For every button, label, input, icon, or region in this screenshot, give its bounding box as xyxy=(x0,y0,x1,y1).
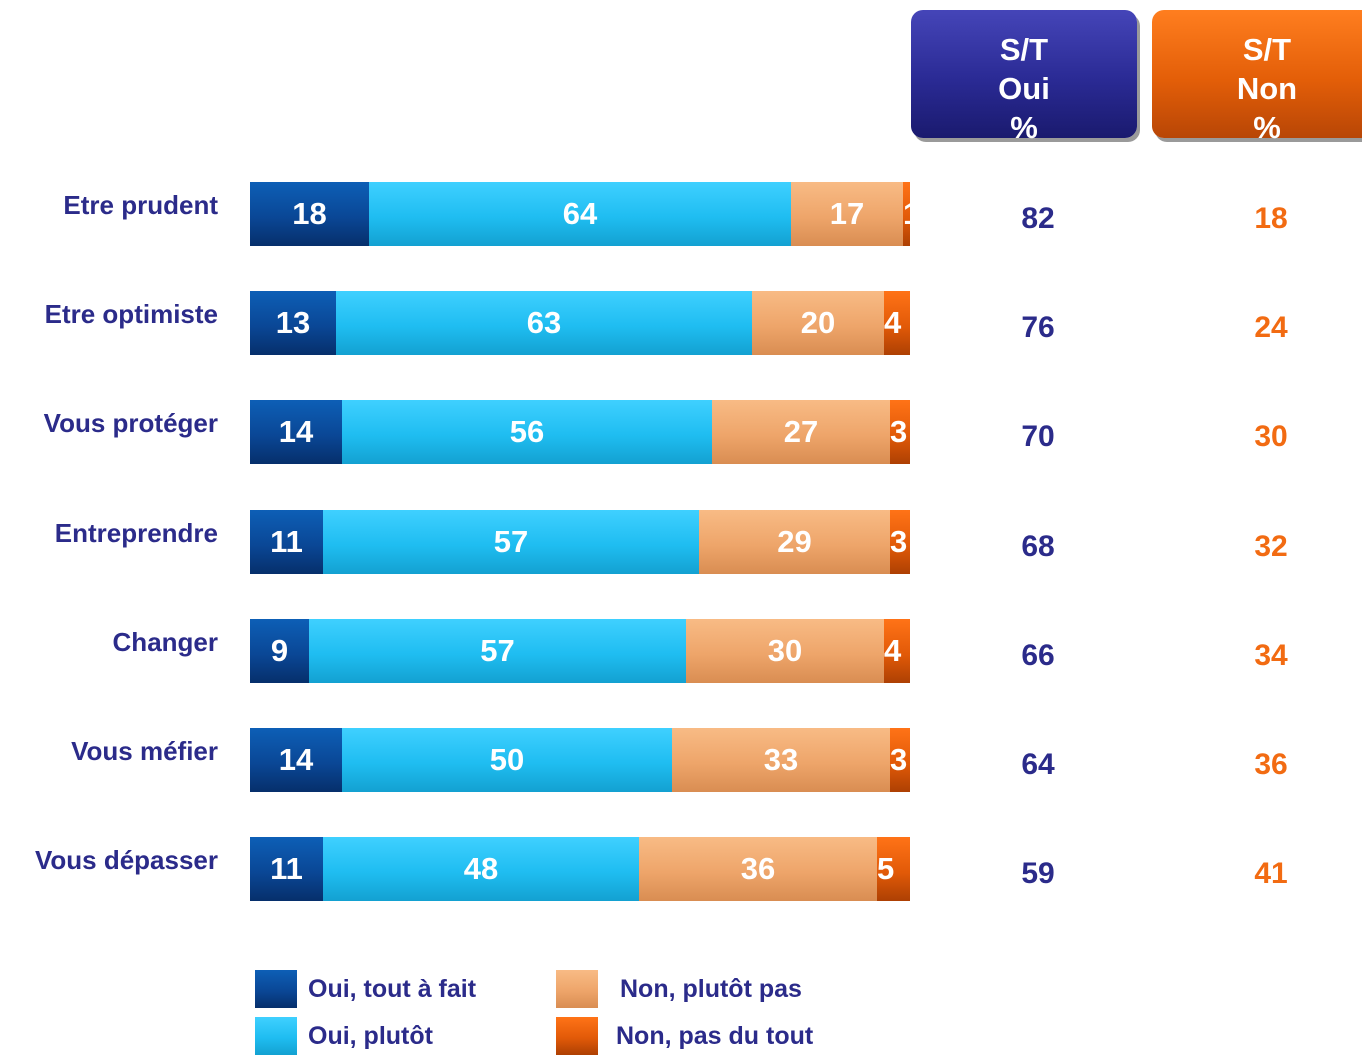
total-non-value: 18 xyxy=(1254,202,1288,235)
bar-segment: 18 xyxy=(250,182,369,246)
header-non-line: S/T xyxy=(1242,32,1292,67)
bar-segment: 20 xyxy=(752,291,884,356)
category-label: Etre optimiste xyxy=(44,299,218,330)
total-oui-value: 70 xyxy=(1021,420,1055,454)
total-non-value: 30 xyxy=(1254,420,1288,454)
bar-segment: 11 xyxy=(250,509,323,574)
total-non-value: 34 xyxy=(1254,638,1288,672)
category-label: Etre prudent xyxy=(63,190,218,220)
legend-label: Oui, plutôt xyxy=(308,1022,433,1050)
bar-segment: 3 xyxy=(890,400,910,465)
bar-segment: 30 xyxy=(686,618,884,683)
total-oui-value: 82 xyxy=(1021,202,1055,235)
total-non-value: 32 xyxy=(1254,529,1288,563)
total-non-value: 36 xyxy=(1254,748,1288,781)
bar-segment: 5 xyxy=(877,837,910,902)
bar-segment: 13 xyxy=(250,291,336,356)
bar-segment: 36 xyxy=(639,837,877,902)
category-label: Changer xyxy=(112,626,218,657)
bar-row: 13 63 20 4 xyxy=(250,291,910,356)
bar-row: 1864171 xyxy=(250,182,910,246)
total-non-value: 41 xyxy=(1254,857,1288,891)
bar-segment: 57 xyxy=(323,509,699,574)
bar-segment: 14 xyxy=(250,400,342,465)
bar-segment: 4 xyxy=(884,291,910,356)
category-label: Vous dépasser xyxy=(34,845,218,876)
category-label: Entreprendre xyxy=(54,517,218,548)
bar-segment: 4 xyxy=(884,618,910,683)
header-non-line: % xyxy=(1253,110,1281,145)
legend-swatch xyxy=(556,970,598,1008)
bar-segment: 29 xyxy=(699,509,890,574)
total-oui-value: 59 xyxy=(1021,857,1055,891)
category-label: Vous protéger xyxy=(43,408,218,439)
bar-segment: 50 xyxy=(342,728,672,792)
header-st-non: S/T Non % xyxy=(1152,10,1362,145)
bar-row: 14 56 27 3 xyxy=(250,400,910,465)
header-st-oui: S/T Oui % xyxy=(911,10,1137,145)
header-oui-line: S/T xyxy=(999,32,1049,67)
bar-segment: 1 xyxy=(903,182,910,246)
header-oui-line: % xyxy=(1010,110,1038,145)
legend-swatch xyxy=(556,1017,598,1055)
header-non-line: Non xyxy=(1236,71,1298,106)
bar-row: 14 50 33 3 xyxy=(250,728,910,792)
bar-segment: 48 xyxy=(323,837,639,902)
bar-segment: 64 xyxy=(369,182,791,246)
total-oui-value: 76 xyxy=(1021,311,1055,345)
total-oui-value: 64 xyxy=(1021,748,1055,781)
legend-label: Non, plutôt pas xyxy=(620,975,802,1003)
total-oui-value: 66 xyxy=(1021,638,1055,672)
legend-label: Oui, tout à fait xyxy=(308,975,477,1003)
legend-label: Non, pas du tout xyxy=(616,1022,814,1050)
total-oui-value: 68 xyxy=(1021,529,1055,563)
bar-segment: 57 xyxy=(309,618,686,683)
bar-segment: 63 xyxy=(336,291,752,356)
legend-swatch xyxy=(255,1017,297,1055)
bar-segment: 3 xyxy=(890,728,910,792)
bar-row: 11 48 36 5 xyxy=(250,837,910,902)
legend-swatch xyxy=(255,970,297,1008)
bar-segment: 27 xyxy=(712,400,890,465)
bar-row: 9 57 30 4 xyxy=(250,618,910,683)
bar-segment: 33 xyxy=(672,728,890,792)
bar-segment: 11 xyxy=(250,837,323,902)
bar-segment: 3 xyxy=(890,509,910,574)
total-non-value: 24 xyxy=(1254,311,1288,345)
header-oui-line: Oui xyxy=(998,71,1050,106)
bar-row: 11 57 29 3 xyxy=(250,509,910,574)
category-label: Vous méfier xyxy=(71,736,218,766)
bar-segment: 17 xyxy=(791,182,903,246)
bar-segment: 56 xyxy=(342,400,712,465)
bar-segment: 9 xyxy=(250,618,309,683)
bar-segment: 14 xyxy=(250,728,342,792)
